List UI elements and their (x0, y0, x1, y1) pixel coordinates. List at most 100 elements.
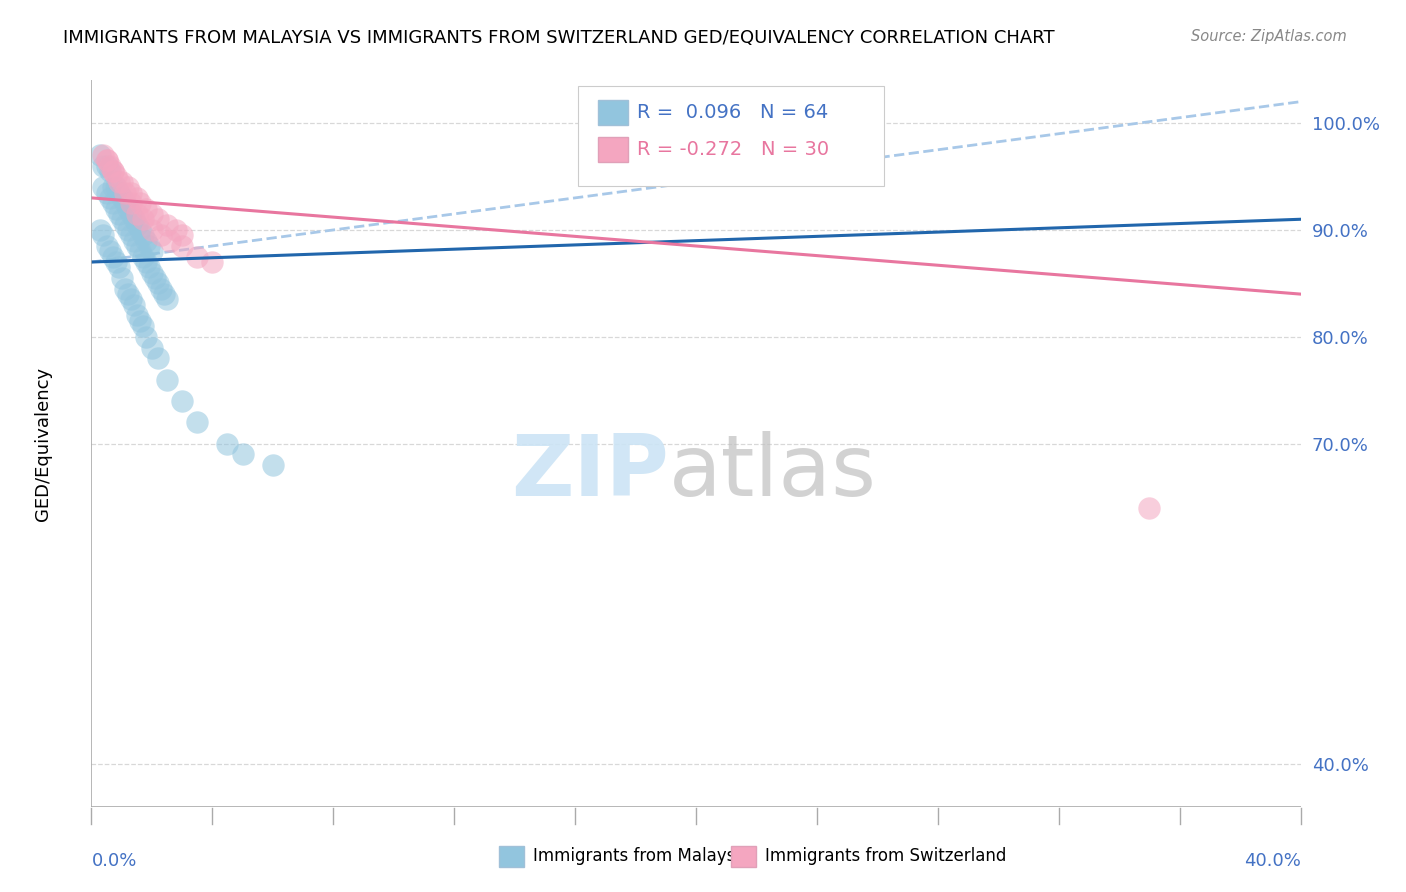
Point (128, 223, 150, 237)
Point (111, 271, 132, 285)
Point (132, 319, 155, 334)
Point (1139, 500, 1161, 515)
Point (125, 309, 148, 323)
Point (125, 239, 148, 253)
Point (101, 180, 124, 194)
Point (125, 191, 148, 205)
Point (135, 330, 157, 344)
Point (93, 180, 115, 194)
Point (172, 228, 194, 243)
Point (132, 228, 155, 243)
Point (96, 159, 118, 173)
Point (96, 239, 118, 253)
Point (89, 148, 111, 162)
Point (114, 282, 136, 296)
Point (149, 282, 172, 296)
Point (101, 164, 124, 178)
Point (153, 287, 176, 301)
Point (107, 207, 129, 221)
Point (217, 437, 239, 451)
Point (141, 244, 163, 259)
Point (107, 186, 129, 200)
Point (135, 255, 157, 269)
Point (96, 153, 118, 168)
Point (107, 175, 129, 189)
Text: GED/Equivalency: GED/Equivalency (34, 367, 52, 521)
Point (186, 416, 208, 430)
Point (156, 373, 179, 387)
Point (149, 228, 172, 243)
Point (93, 159, 115, 173)
Point (101, 250, 124, 264)
Point (146, 277, 169, 291)
Point (132, 250, 155, 264)
Text: atlas: atlas (669, 432, 877, 515)
Point (111, 175, 132, 189)
Point (120, 186, 142, 200)
Point (114, 218, 136, 232)
Point (186, 250, 208, 264)
Point (93, 148, 115, 162)
Point (138, 239, 160, 253)
Point (141, 207, 163, 221)
Text: R =  0.096   N = 64: R = 0.096 N = 64 (637, 103, 828, 122)
Point (156, 218, 179, 232)
Point (117, 223, 139, 237)
Text: Source: ZipAtlas.com: Source: ZipAtlas.com (1191, 29, 1347, 44)
Point (172, 394, 194, 409)
Point (128, 196, 150, 211)
Point (262, 458, 284, 472)
Point (141, 223, 163, 237)
Point (201, 255, 224, 269)
Point (98, 159, 121, 173)
Point (120, 207, 142, 221)
Point (98, 244, 121, 259)
Point (125, 207, 148, 221)
Point (146, 212, 169, 227)
Text: Immigrants from Malaysia: Immigrants from Malaysia (533, 847, 749, 865)
Point (104, 255, 127, 269)
Point (111, 191, 132, 205)
Point (128, 244, 150, 259)
Point (104, 180, 127, 194)
Point (138, 260, 160, 275)
Point (101, 196, 124, 211)
Point (114, 186, 136, 200)
Point (98, 191, 121, 205)
Point (165, 223, 187, 237)
Point (146, 351, 169, 366)
Point (117, 287, 139, 301)
Point (135, 202, 157, 216)
Point (135, 234, 157, 248)
Point (141, 341, 163, 355)
Point (120, 228, 142, 243)
Point (96, 186, 118, 200)
Text: ZIP: ZIP (512, 432, 669, 515)
Point (122, 234, 145, 248)
Text: 40.0%: 40.0% (1244, 852, 1301, 871)
Point (96, 153, 118, 168)
Point (117, 180, 139, 194)
Point (104, 169, 127, 184)
Point (231, 447, 253, 461)
Point (156, 293, 179, 307)
Point (125, 218, 148, 232)
Point (143, 271, 166, 285)
Point (120, 293, 142, 307)
Point (93, 228, 115, 243)
Point (141, 266, 163, 280)
Point (107, 260, 129, 275)
Point (111, 212, 132, 227)
Text: R = -0.272   N = 30: R = -0.272 N = 30 (637, 140, 830, 160)
Point (114, 196, 136, 211)
Text: 0.0%: 0.0% (91, 852, 136, 871)
Point (104, 202, 127, 216)
Point (128, 314, 150, 328)
Point (89, 223, 111, 237)
Point (120, 196, 142, 211)
Point (172, 239, 194, 253)
Text: Immigrants from Switzerland: Immigrants from Switzerland (765, 847, 1007, 865)
Point (98, 164, 121, 178)
Text: IMMIGRANTS FROM MALAYSIA VS IMMIGRANTS FROM SWITZERLAND GED/EQUIVALENCY CORRELAT: IMMIGRANTS FROM MALAYSIA VS IMMIGRANTS F… (63, 29, 1054, 46)
Point (132, 212, 155, 227)
